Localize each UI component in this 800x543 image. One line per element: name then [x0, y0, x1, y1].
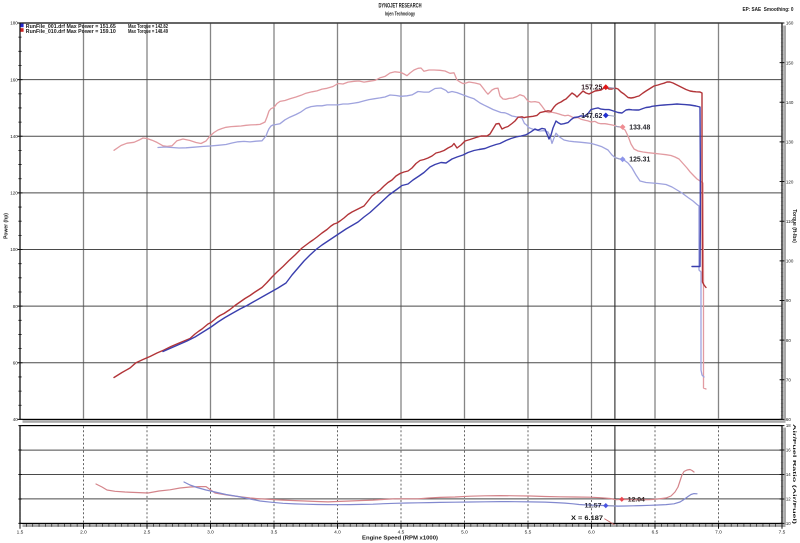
svg-text:RunFile_001.drf Max Power = 15: RunFile_001.drf Max Power = 151.65: [26, 24, 116, 30]
svg-text:150: 150: [786, 60, 794, 65]
svg-text:133.48: 133.48: [629, 124, 650, 131]
svg-text:70: 70: [786, 377, 792, 382]
svg-text:Engine Speed (RPM x1000): Engine Speed (RPM x1000): [362, 536, 438, 542]
svg-text:18: 18: [786, 423, 791, 428]
svg-text:Air/Fuel Ratio (Air/Fuel): Air/Fuel Ratio (Air/Fuel): [792, 424, 797, 525]
svg-text:110: 110: [786, 219, 794, 224]
svg-text:7.5: 7.5: [779, 529, 786, 535]
svg-text:40: 40: [13, 417, 19, 422]
svg-text:12: 12: [786, 497, 791, 502]
svg-text:80: 80: [13, 304, 19, 309]
svg-text:125.31: 125.31: [629, 157, 650, 164]
svg-text:120: 120: [10, 191, 18, 196]
svg-text:11.57: 11.57: [585, 504, 603, 510]
svg-text:5.5: 5.5: [525, 529, 532, 535]
svg-text:2.0: 2.0: [80, 529, 87, 535]
svg-text:12.04: 12.04: [628, 497, 646, 503]
svg-text:130: 130: [786, 140, 794, 145]
svg-text:180: 180: [10, 21, 18, 26]
svg-text:120: 120: [786, 179, 794, 184]
svg-text:100: 100: [786, 259, 794, 264]
svg-text:Power (hp): Power (hp): [4, 213, 10, 239]
svg-text:90: 90: [786, 298, 792, 303]
svg-text:16: 16: [786, 448, 791, 453]
svg-text:14: 14: [786, 472, 791, 477]
svg-text:Max Torque = 142.82: Max Torque = 142.82: [128, 24, 168, 30]
svg-text:4.0: 4.0: [334, 529, 341, 535]
svg-text:160: 160: [786, 21, 794, 26]
svg-text:6.0: 6.0: [588, 529, 595, 535]
svg-text:3.0: 3.0: [207, 529, 214, 535]
svg-text:100: 100: [10, 247, 18, 252]
svg-text:RunFile_010.drf Max Power = 15: RunFile_010.drf Max Power = 159.10: [26, 29, 116, 35]
svg-text:Injen Technology: Injen Technology: [385, 11, 416, 17]
svg-text:60: 60: [13, 360, 19, 365]
svg-text:3.5: 3.5: [271, 529, 278, 535]
svg-text:147.62: 147.62: [581, 113, 602, 120]
svg-text:80: 80: [786, 338, 792, 343]
svg-text:2.5: 2.5: [144, 529, 151, 535]
svg-text:Torque (ft-lbs): Torque (ft-lbs): [791, 209, 797, 243]
svg-text:157.25: 157.25: [581, 85, 602, 92]
svg-text:Max Torque = 148.49: Max Torque = 148.49: [128, 29, 168, 35]
svg-text:5.0: 5.0: [461, 529, 468, 535]
svg-text:4.5: 4.5: [398, 529, 405, 535]
svg-text:140: 140: [786, 100, 794, 105]
svg-text:140: 140: [10, 134, 18, 139]
svg-text:60: 60: [786, 417, 792, 422]
svg-text:7.0: 7.0: [715, 529, 722, 535]
svg-text:X = 6.187: X = 6.187: [571, 516, 604, 522]
svg-text:10: 10: [786, 521, 791, 526]
svg-text:160: 160: [10, 77, 18, 82]
svg-text:EP: SAE Smoothing: 0: EP: SAE Smoothing: 0: [743, 7, 794, 13]
svg-text:6.5: 6.5: [652, 529, 659, 535]
svg-text:DYNOJET RESEARCH: DYNOJET RESEARCH: [379, 4, 422, 10]
svg-text:1.5: 1.5: [17, 529, 24, 535]
